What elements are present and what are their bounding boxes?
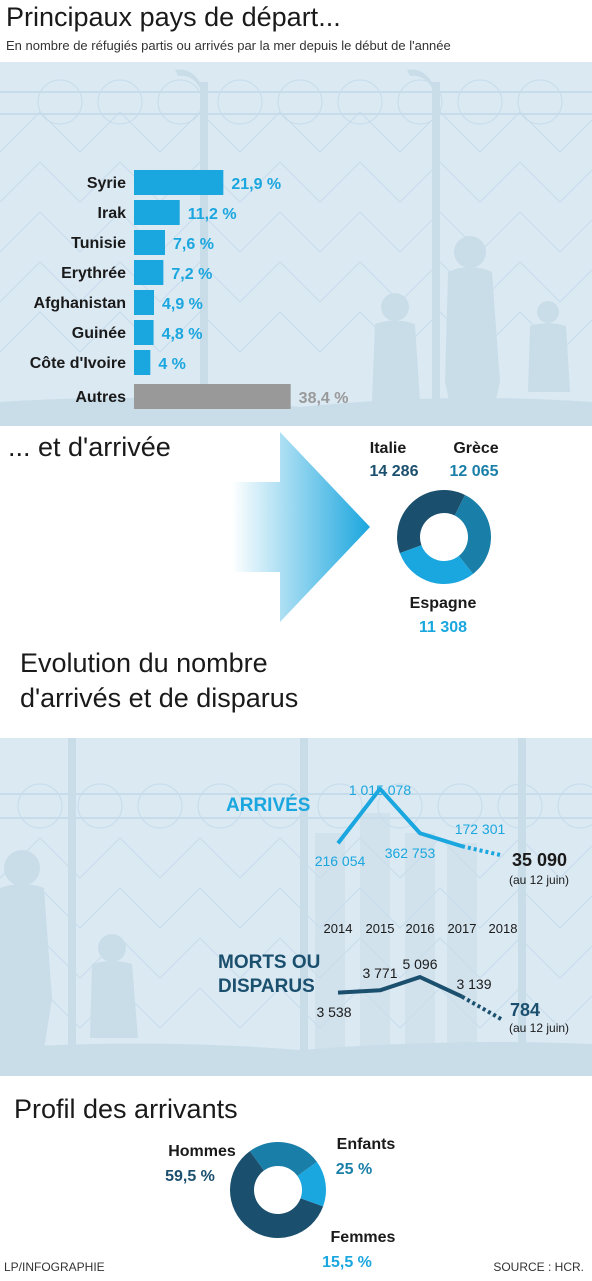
donut2-label-hommes: Hommes bbox=[168, 1143, 236, 1160]
bar bbox=[134, 200, 180, 225]
donut-slice bbox=[397, 490, 466, 554]
bar-value-label: 11,2 % bbox=[188, 206, 237, 223]
year-tick-label: 2015 bbox=[366, 921, 395, 936]
morts-value-label: 3 139 bbox=[456, 976, 491, 992]
bar-category-label: Irak bbox=[98, 205, 127, 222]
section1-subtitle: En nombre de réfugiés partis ou arrivés … bbox=[6, 38, 451, 53]
section4-title: Profil des arrivants bbox=[14, 1094, 238, 1124]
section3-title-line2: d'arrivés et de disparus bbox=[20, 683, 299, 713]
bar bbox=[134, 384, 291, 409]
donut1-value-grece: 12 065 bbox=[450, 463, 499, 480]
fence-background-middle bbox=[0, 738, 592, 1076]
year-tick-label: 2018 bbox=[489, 921, 518, 936]
donut1-value-espagne: 11 308 bbox=[419, 619, 467, 636]
fence-illustration bbox=[0, 69, 592, 426]
arrives-value-label: 35 090 bbox=[512, 850, 567, 870]
section1-title: Principaux pays de départ... bbox=[6, 2, 341, 32]
departure-bar-chart: Syrie 21,9 % Irak 11,2 % Tunisie 7,6 % Erythré… bbox=[30, 170, 349, 409]
bar-value-label: 38,4 % bbox=[299, 390, 349, 407]
arrives-line-projected bbox=[461, 844, 504, 858]
section2-title: ... et d'arrivée bbox=[8, 432, 171, 462]
arrives-value-label: 362 753 bbox=[385, 845, 436, 861]
donut-slice bbox=[399, 545, 473, 584]
morts-value-label: 784 bbox=[510, 1000, 540, 1020]
bar-value-label: 4,8 % bbox=[162, 326, 203, 343]
bar bbox=[134, 260, 164, 285]
footer-source: SOURCE : HCR. bbox=[493, 1260, 584, 1274]
bar-value-label: 7,6 % bbox=[173, 236, 214, 253]
donut2-label-femmes: Femmes bbox=[331, 1229, 396, 1246]
morts-value-label: 3 538 bbox=[316, 1004, 351, 1020]
annotation-morts: (au 12 juin) bbox=[509, 1021, 569, 1035]
bar-category-label: Erythrée bbox=[61, 265, 126, 282]
bar bbox=[134, 320, 154, 345]
donut1-label-grece: Grèce bbox=[453, 440, 498, 457]
section3-title-line1: Evolution du nombre bbox=[20, 648, 268, 678]
bar-value-label: 7,2 % bbox=[171, 266, 212, 283]
arrival-donut-chart: Italie 14 286 Grèce 12 065 Espagne 11 30… bbox=[370, 440, 499, 636]
year-tick-label: 2014 bbox=[324, 921, 353, 936]
morts-value-label: 3 771 bbox=[362, 965, 397, 981]
morts-line-projected bbox=[461, 994, 504, 1022]
footer-credit: LP/INFOGRAPHIE bbox=[4, 1260, 105, 1274]
morts-value-label: 5 096 bbox=[402, 956, 437, 972]
arrives-value-label: 172 301 bbox=[455, 821, 506, 837]
arrow-graphic bbox=[232, 432, 370, 622]
bar-category-label: Guinée bbox=[72, 325, 126, 342]
donut1-label-italie: Italie bbox=[370, 440, 407, 457]
series-label-arrives: ARRIVÉS bbox=[226, 794, 310, 816]
bar-category-label: Tunisie bbox=[71, 235, 126, 252]
donut-slice bbox=[230, 1151, 324, 1238]
year-tick-label: 2016 bbox=[406, 921, 435, 936]
fence-background-top bbox=[0, 62, 592, 426]
bar-category-label: Côte d'Ivoire bbox=[30, 355, 126, 372]
bar bbox=[134, 350, 151, 375]
donut2-label-enfants: Enfants bbox=[337, 1136, 396, 1153]
morts-line bbox=[337, 975, 463, 999]
donut2-value-femmes: 15,5 % bbox=[322, 1254, 372, 1271]
series-label-morts-1: MORTS OU bbox=[218, 952, 320, 973]
donut1-value-italie: 14 286 bbox=[370, 463, 419, 480]
bar-value-label: 4 % bbox=[158, 356, 186, 373]
donut-slice bbox=[249, 1142, 317, 1176]
annotation-arrives: (au 12 juin) bbox=[509, 873, 569, 887]
bar bbox=[134, 170, 224, 195]
donut-slice bbox=[454, 494, 491, 574]
bar-category-label: Autres bbox=[75, 389, 126, 406]
donut2-value-enfants: 25 % bbox=[336, 1161, 372, 1178]
donut1-label-espagne: Espagne bbox=[410, 595, 477, 612]
fence-illustration-2 bbox=[0, 738, 592, 1076]
donut-slice bbox=[297, 1161, 326, 1207]
profile-donut-chart: Hommes 59,5 % Enfants 25 % Femmes 15,5 % bbox=[165, 1136, 396, 1271]
bar-category-label: Afghanistan bbox=[34, 295, 126, 312]
arrives-line bbox=[336, 786, 463, 849]
arrives-value-label: 216 054 bbox=[315, 853, 366, 869]
arrives-value-label: 1 015 078 bbox=[349, 782, 411, 798]
bar bbox=[134, 230, 166, 255]
evolution-line-chart: 2014 2015 2016 2017 2018 216 054 1 015 078 362 … bbox=[218, 782, 569, 1035]
series-label-morts-2: DISPARUS bbox=[218, 976, 315, 997]
bar-value-label: 4,9 % bbox=[162, 296, 203, 313]
bar-category-label: Syrie bbox=[87, 175, 126, 192]
donut2-value-hommes: 59,5 % bbox=[165, 1168, 215, 1185]
bar-value-label: 21,9 % bbox=[231, 176, 281, 193]
bar bbox=[134, 290, 154, 315]
year-tick-label: 2017 bbox=[448, 921, 477, 936]
